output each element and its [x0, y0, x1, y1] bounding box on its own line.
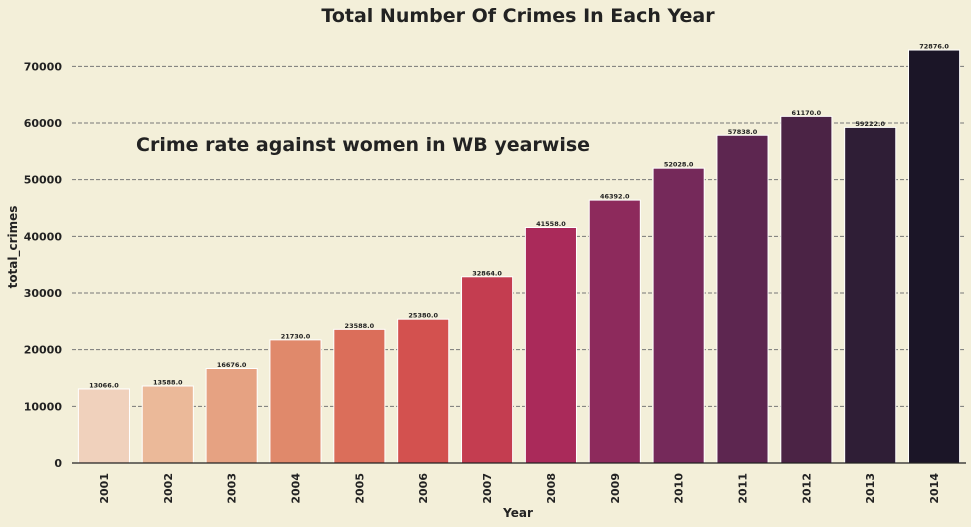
bar-2003 [205, 368, 258, 464]
bar-2012 [780, 115, 833, 464]
data-label-2011: 57838.0 [728, 128, 758, 136]
bar-2002 [141, 385, 194, 464]
data-label-2002: 13588.0 [153, 379, 183, 387]
data-label-2003: 16676.0 [217, 361, 247, 369]
x-tick-label-2007: 2007 [481, 473, 494, 504]
x-tick-label-2004: 2004 [290, 473, 303, 504]
x-tick-label-2012: 2012 [800, 473, 813, 504]
y-tick-label: 70000 [24, 60, 63, 73]
data-label-2013: 59222.0 [855, 120, 885, 128]
chart-annotation: Crime rate against women in WB yearwise [136, 134, 590, 156]
x-tick-label-2005: 2005 [353, 473, 366, 504]
bar-2013 [844, 126, 897, 464]
data-labels: 13066.0 13588.0 16676.0 21730.0 23588.0 25380… [89, 43, 949, 390]
data-label-2009: 46392.0 [600, 193, 630, 201]
x-tick-label-2002: 2002 [162, 473, 175, 504]
bar-2007 [461, 276, 514, 464]
x-axis-label: Year [502, 506, 533, 520]
bar-2006 [397, 318, 450, 464]
bar-2008 [524, 227, 577, 464]
y-tick-label: 10000 [24, 400, 63, 413]
bar-2014 [908, 49, 961, 464]
x-tick-label-2006: 2006 [417, 473, 430, 504]
x-tick-label-2014: 2014 [928, 473, 941, 504]
bar-2001 [77, 388, 130, 464]
bar-2010 [652, 167, 705, 464]
x-tick-label-2008: 2008 [545, 473, 558, 504]
data-label-2014: 72876.0 [919, 43, 949, 51]
data-label-2012: 61170.0 [792, 109, 822, 117]
bar-2009 [588, 199, 641, 464]
y-axis-label: total_crimes [6, 206, 21, 289]
y-tick-label: 30000 [24, 287, 63, 300]
bars [77, 49, 961, 464]
x-tick-label-2001: 2001 [98, 473, 111, 504]
bar-2011 [716, 134, 769, 464]
chart-title: Total Number Of Crimes In Each Year [321, 5, 715, 27]
data-label-2007: 32864.0 [472, 269, 502, 277]
data-label-2008: 41558.0 [536, 220, 566, 228]
x-tick-label-2011: 2011 [737, 473, 750, 504]
x-tick-label-2013: 2013 [864, 473, 877, 504]
x-tick-label-2009: 2009 [609, 473, 622, 504]
y-tick-label: 50000 [24, 174, 63, 187]
y-tick-label: 60000 [24, 117, 63, 130]
bar-2005 [333, 328, 386, 464]
y-tick-label: 0 [54, 457, 62, 470]
y-tick-label: 40000 [24, 230, 63, 243]
x-tick-label-2010: 2010 [673, 473, 686, 504]
data-label-2006: 25380.0 [408, 312, 438, 320]
data-label-2010: 52028.0 [664, 161, 694, 169]
x-axis-ticks: 2001 2002 2003 2004 2005 2006 2007 2008 2009 2010… [98, 473, 941, 504]
data-label-2001: 13066.0 [89, 381, 119, 389]
data-label-2005: 23588.0 [345, 322, 375, 330]
x-tick-label-2003: 2003 [226, 473, 239, 504]
y-axis-ticks: 0 10000 20000 30000 40000 50000 60000 70000 [24, 60, 63, 470]
data-label-2004: 21730.0 [281, 332, 311, 340]
bar-2004 [269, 339, 322, 464]
y-tick-label: 20000 [24, 344, 63, 357]
